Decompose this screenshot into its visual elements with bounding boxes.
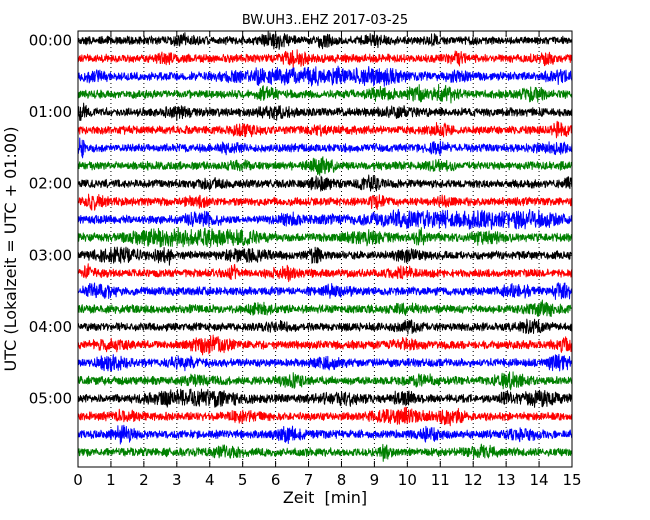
trace-group [77,30,573,462]
x-tick-label: 2 [139,471,149,489]
seismic-trace-0400 [77,318,573,335]
seismic-trace-0430 [77,353,573,372]
seismic-trace-0200 [77,174,573,192]
seismic-trace-0345 [77,299,573,317]
plot-frame [77,30,573,468]
x-tick-label: 11 [431,471,450,489]
seismic-trace-0145 [77,156,573,176]
x-tick-label: 9 [370,471,380,489]
x-tick-label: 10 [398,471,417,489]
seismic-trace-0215 [77,193,573,211]
y-tick-label: 05:00 [29,390,72,408]
chart-title: BW.UH3..EHZ 2017-03-25 [242,13,408,28]
seismic-trace-0315 [77,263,573,283]
x-tick-label: 12 [464,471,483,489]
seismic-trace-0445 [77,371,573,391]
x-tick-label: 6 [271,471,281,489]
seismic-trace-0030 [77,65,573,87]
seismic-trace-0515 [77,406,573,427]
y-tick-label: 01:00 [29,103,72,121]
x-tick-label: 7 [304,471,314,489]
seismic-trace-0045 [77,84,573,104]
y-tick-label: 03:00 [29,246,72,264]
seismic-trace-0415 [77,334,573,356]
x-tick-label: 8 [337,471,347,489]
minute-grid [110,31,540,467]
x-axis-label: Zeit [min] [283,488,367,507]
y-tick-label: 00:00 [29,32,72,50]
x-tick-label: 5 [238,471,248,489]
x-tick-label: 13 [497,471,516,489]
seismic-trace-0330 [77,282,573,300]
y-tick-label: 02:00 [29,175,72,193]
x-tick-label: 4 [205,471,215,489]
y-axis-label: UTC (Lokalzeit = UTC + 01:00) [1,127,20,372]
seismic-trace-0015 [77,49,573,68]
x-tick-label: 1 [106,471,116,489]
seismic-trace-0230 [77,208,573,230]
seismic-trace-0300 [77,246,573,266]
x-tick-label: 3 [172,471,182,489]
seismic-trace-0530 [77,424,573,445]
x-tick-label: 15 [562,471,581,489]
y-tick-label: 04:00 [29,318,72,336]
x-axis: 0 1 2 3 4 5 6 7 8 9 10 11 12 13 14 15 [73,31,582,489]
seismic-trace-0115 [77,120,573,139]
seismic-trace-0545 [77,443,573,462]
seismic-trace-0130 [77,137,573,159]
seismic-trace-0500 [77,388,573,408]
x-tick-label: 14 [530,471,549,489]
seismic-trace-0245 [77,227,573,248]
seismic-trace-0100 [77,102,573,122]
y-axis: 00:00 01:00 02:00 03:00 04:00 05:00 [29,32,572,408]
seismic-trace-0000 [77,30,573,50]
x-tick-label: 0 [73,471,83,489]
